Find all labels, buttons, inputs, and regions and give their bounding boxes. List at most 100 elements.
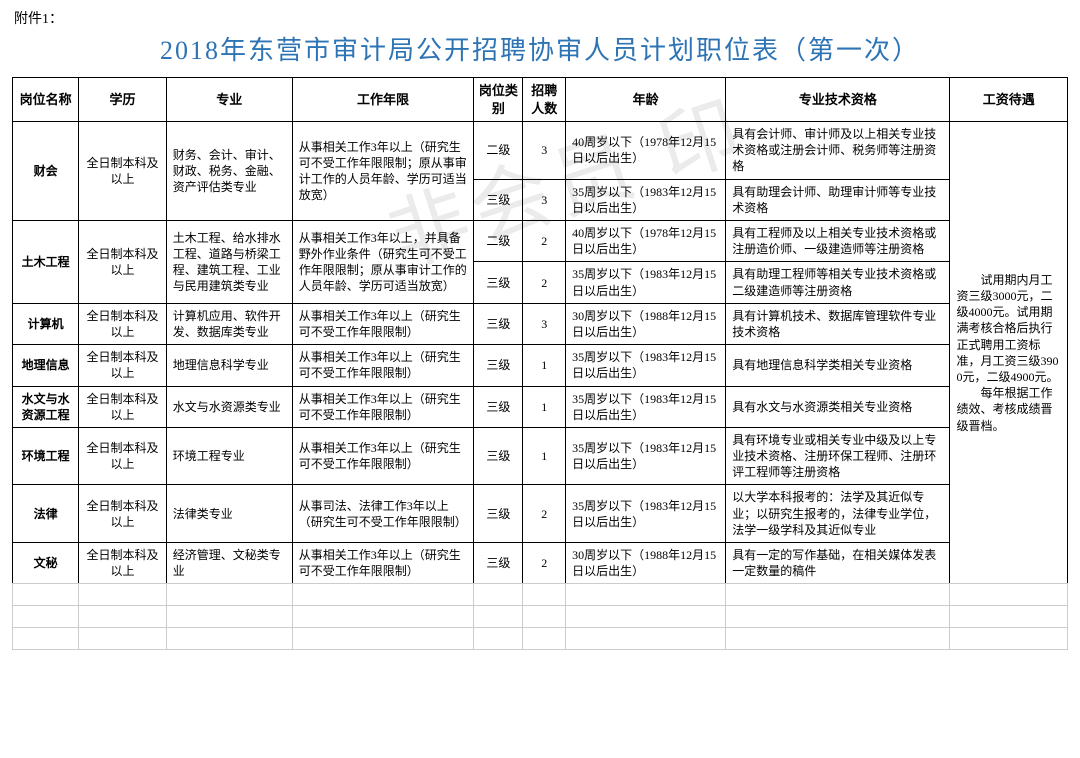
cell-level: 三级	[474, 543, 523, 584]
cell-education: 全日制本科及以上	[79, 221, 167, 304]
cell-qualification: 具有会计师、审计师及以上相关专业技术资格或注册会计师、税务师等注册资格	[726, 122, 950, 180]
table-row: 法律全日制本科及以上法律类专业从事司法、法律工作3年以上（研究生可不受工作年限限…	[13, 485, 1068, 543]
col-age: 年龄	[566, 78, 726, 122]
cell-age: 35周岁以下（1983年12月15日以后出生）	[566, 179, 726, 220]
cell-count: 1	[523, 427, 566, 485]
cell-age: 35周岁以下（1983年12月15日以后出生）	[566, 427, 726, 485]
col-position-name: 岗位名称	[13, 78, 79, 122]
cell-education: 全日制本科及以上	[79, 345, 167, 386]
cell-education: 全日制本科及以上	[79, 122, 167, 221]
cell-level: 三级	[474, 386, 523, 427]
cell-position-name: 水文与水资源工程	[13, 386, 79, 427]
cell-major: 环境工程专业	[166, 427, 292, 485]
cell-education: 全日制本科及以上	[79, 427, 167, 485]
cell-position-name: 计算机	[13, 303, 79, 344]
col-salary: 工资待遇	[950, 78, 1068, 122]
cell-position-name: 地理信息	[13, 345, 79, 386]
cell-education: 全日制本科及以上	[79, 386, 167, 427]
cell-level: 三级	[474, 179, 523, 220]
cell-qualification: 以大学本科报考的：法学及其近似专业；以研究生报考的，法律专业学位，法学一级学科及…	[726, 485, 950, 543]
col-education: 学历	[79, 78, 167, 122]
table-row: 文秘全日制本科及以上经济管理、文秘类专业从事相关工作3年以上（研究生可不受工作年…	[13, 543, 1068, 584]
cell-major: 土木工程、给水排水工程、道路与桥梁工程、建筑工程、工业与民用建筑类专业	[166, 221, 292, 304]
cell-work-years: 从事相关工作3年以上（研究生可不受工作年限限制）	[292, 303, 474, 344]
cell-work-years: 从事相关工作3年以上（研究生可不受工作年限限制）	[292, 386, 474, 427]
col-level: 岗位类别	[474, 78, 523, 122]
cell-count: 2	[523, 262, 566, 303]
col-qualification: 专业技术资格	[726, 78, 950, 122]
empty-grid	[12, 583, 1068, 650]
table-row: 环境工程全日制本科及以上环境工程专业从事相关工作3年以上（研究生可不受工作年限限…	[13, 427, 1068, 485]
attachment-label: 附件1：	[12, 8, 1068, 28]
cell-age: 35周岁以下（1983年12月15日以后出生）	[566, 485, 726, 543]
cell-education: 全日制本科及以上	[79, 303, 167, 344]
cell-count: 3	[523, 179, 566, 220]
cell-level: 三级	[474, 345, 523, 386]
cell-qualification: 具有助理会计师、助理审计师等专业技术资格	[726, 179, 950, 220]
table-row: 水文与水资源工程全日制本科及以上水文与水资源类专业从事相关工作3年以上（研究生可…	[13, 386, 1068, 427]
cell-education: 全日制本科及以上	[79, 543, 167, 584]
cell-age: 35周岁以下（1983年12月15日以后出生）	[566, 262, 726, 303]
table-row: 土木工程全日制本科及以上土木工程、给水排水工程、道路与桥梁工程、建筑工程、工业与…	[13, 221, 1068, 262]
cell-major: 地理信息科学专业	[166, 345, 292, 386]
cell-level: 三级	[474, 485, 523, 543]
cell-age: 40周岁以下（1978年12月15日以后出生）	[566, 122, 726, 180]
cell-major: 经济管理、文秘类专业	[166, 543, 292, 584]
cell-work-years: 从事相关工作3年以上（研究生可不受工作年限限制；原从事审计工作的人员年龄、学历可…	[292, 122, 474, 221]
cell-count: 2	[523, 221, 566, 262]
cell-count: 2	[523, 485, 566, 543]
cell-work-years: 从事司法、法律工作3年以上（研究生可不受工作年限限制）	[292, 485, 474, 543]
table-row: 财会全日制本科及以上财务、会计、审计、财政、税务、金融、资产评估类专业从事相关工…	[13, 122, 1068, 180]
empty-row	[13, 584, 1068, 606]
empty-row	[13, 628, 1068, 650]
cell-qualification: 具有助理工程师等相关专业技术资格或二级建造师等注册资格	[726, 262, 950, 303]
cell-count: 1	[523, 386, 566, 427]
cell-age: 35周岁以下（1983年12月15日以后出生）	[566, 386, 726, 427]
cell-level: 三级	[474, 262, 523, 303]
cell-work-years: 从事相关工作3年以上（研究生可不受工作年限限制）	[292, 345, 474, 386]
cell-count: 2	[523, 543, 566, 584]
cell-qualification: 具有一定的写作基础，在相关媒体发表一定数量的稿件	[726, 543, 950, 584]
cell-level: 二级	[474, 221, 523, 262]
cell-level: 三级	[474, 303, 523, 344]
empty-row	[13, 606, 1068, 628]
table-row: 地理信息全日制本科及以上地理信息科学专业从事相关工作3年以上（研究生可不受工作年…	[13, 345, 1068, 386]
cell-work-years: 从事相关工作3年以上，并具备野外作业条件（研究生可不受工作年限限制；原从事审计工…	[292, 221, 474, 304]
cell-position-name: 文秘	[13, 543, 79, 584]
cell-education: 全日制本科及以上	[79, 485, 167, 543]
cell-age: 40周岁以下（1978年12月15日以后出生）	[566, 221, 726, 262]
cell-salary: 试用期内月工资三级3000元，二级4000元。试用期满考核合格后执行正式聘用工资…	[950, 122, 1068, 584]
table-header-row: 岗位名称 学历 专业 工作年限 岗位类别 招聘人数 年龄 专业技术资格 工资待遇	[13, 78, 1068, 122]
cell-qualification: 具有工程师及以上相关专业技术资格或注册造价师、一级建造师等注册资格	[726, 221, 950, 262]
cell-level: 三级	[474, 427, 523, 485]
document-page: 附件1： 2018年东营市审计局公开招聘协审人员计划职位表（第一次） 岗位名称 …	[0, 0, 1080, 658]
cell-major: 法律类专业	[166, 485, 292, 543]
col-work-years: 工作年限	[292, 78, 474, 122]
cell-age: 30周岁以下（1988年12月15日以后出生）	[566, 543, 726, 584]
cell-age: 35周岁以下（1983年12月15日以后出生）	[566, 345, 726, 386]
cell-position-name: 财会	[13, 122, 79, 221]
cell-work-years: 从事相关工作3年以上（研究生可不受工作年限限制）	[292, 427, 474, 485]
cell-qualification: 具有计算机技术、数据库管理软件专业技术资格	[726, 303, 950, 344]
cell-major: 水文与水资源类专业	[166, 386, 292, 427]
page-title: 2018年东营市审计局公开招聘协审人员计划职位表（第一次）	[12, 30, 1068, 67]
cell-qualification: 具有水文与水资源类相关专业资格	[726, 386, 950, 427]
cell-qualification: 具有地理信息科学类相关专业资格	[726, 345, 950, 386]
cell-work-years: 从事相关工作3年以上（研究生可不受工作年限限制）	[292, 543, 474, 584]
cell-position-name: 法律	[13, 485, 79, 543]
cell-position-name: 环境工程	[13, 427, 79, 485]
cell-major: 财务、会计、审计、财政、税务、金融、资产评估类专业	[166, 122, 292, 221]
cell-count: 3	[523, 122, 566, 180]
cell-position-name: 土木工程	[13, 221, 79, 304]
cell-major: 计算机应用、软件开发、数据库类专业	[166, 303, 292, 344]
positions-table: 岗位名称 学历 专业 工作年限 岗位类别 招聘人数 年龄 专业技术资格 工资待遇…	[12, 77, 1068, 584]
col-major: 专业	[166, 78, 292, 122]
col-count: 招聘人数	[523, 78, 566, 122]
cell-level: 二级	[474, 122, 523, 180]
table-body: 财会全日制本科及以上财务、会计、审计、财政、税务、金融、资产评估类专业从事相关工…	[13, 122, 1068, 584]
table-row: 计算机全日制本科及以上计算机应用、软件开发、数据库类专业从事相关工作3年以上（研…	[13, 303, 1068, 344]
cell-age: 30周岁以下（1988年12月15日以后出生）	[566, 303, 726, 344]
cell-qualification: 具有环境专业或相关专业中级及以上专业技术资格、注册环保工程师、注册环评工程师等注…	[726, 427, 950, 485]
cell-count: 3	[523, 303, 566, 344]
cell-count: 1	[523, 345, 566, 386]
